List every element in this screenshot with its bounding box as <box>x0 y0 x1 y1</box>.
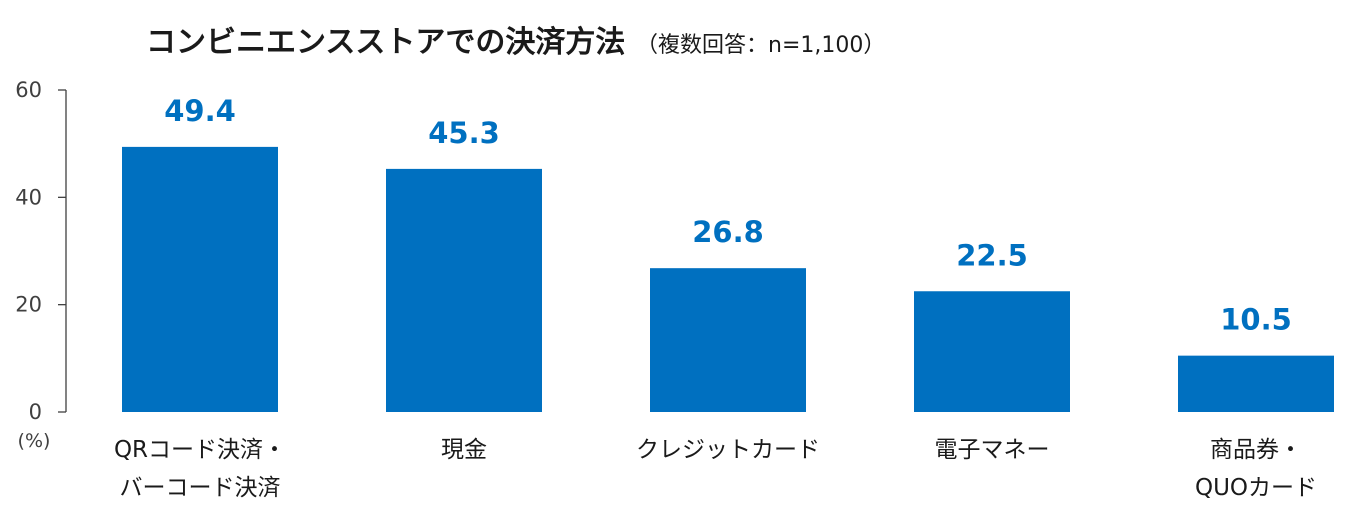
chart-title: コンビニエンスストアでの決済方法 （複数回答：n=1,100） <box>146 25 885 60</box>
bar <box>122 146 278 413</box>
x-tick-label: 商品券・ QUOカード <box>1195 437 1317 501</box>
data-label: 49.4 <box>164 94 236 128</box>
bar <box>914 291 1070 412</box>
bar <box>650 268 806 412</box>
y-tick-label: 0 <box>29 400 42 424</box>
x-tick-label: QRコード決済・バーコード決済 <box>114 437 286 501</box>
data-label: 10.5 <box>1220 303 1292 337</box>
chart-title-text: コンビニエンスストアでの決済方法 <box>146 25 625 60</box>
bar <box>1178 355 1334 412</box>
x-tick-label: 現金 <box>441 437 487 463</box>
x-tick-label: クレジットカード <box>636 437 820 463</box>
y-tick-label: 20 <box>15 293 42 317</box>
data-label: 22.5 <box>956 238 1028 272</box>
data-label: 45.3 <box>428 116 500 150</box>
value-labels: 49.4 45.3 26.8 22.5 10.5 <box>164 94 1292 337</box>
y-tick-label: 60 <box>15 78 42 102</box>
chart-subtitle-text: （複数回答：n=1,100） <box>636 33 885 58</box>
category-labels: QRコード決済・バーコード決済 現金 クレジットカード 電子マネー 商品券・ QUOカード <box>114 437 1317 501</box>
x-tick-label: 電子マネー <box>935 437 1050 463</box>
y-tick-label: 40 <box>15 185 42 209</box>
y-axis: 0 20 40 60 <box>15 78 67 424</box>
bar-series <box>122 146 1334 413</box>
y-axis-unit-label: (%) <box>18 430 51 452</box>
data-label: 26.8 <box>692 215 764 249</box>
bar <box>386 168 542 412</box>
